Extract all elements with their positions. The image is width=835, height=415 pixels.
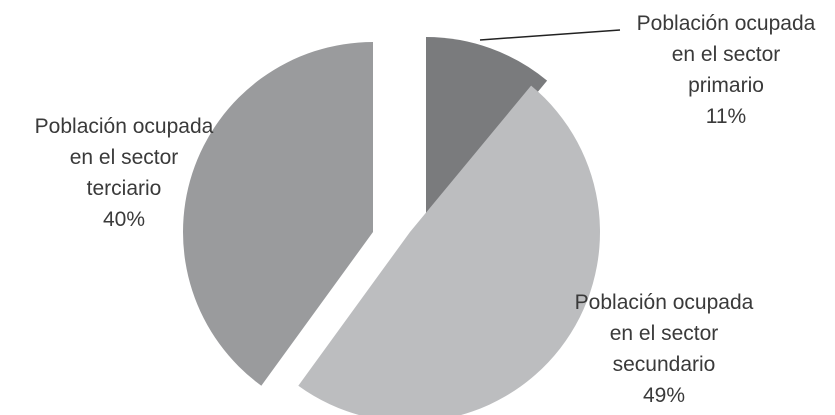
slice-percent-secundario: 49% [643, 384, 685, 407]
pie-slices [183, 37, 600, 415]
slice-label-line: primario [688, 74, 764, 97]
slice-label-line: en el sector [610, 322, 719, 345]
leader-lines [479, 29, 621, 41]
slice-label-line: Población ocupada [637, 12, 816, 35]
slice-percent-primario: 11% [706, 105, 746, 128]
pie-slice-terciario [183, 42, 373, 386]
slice-label-secundario: Población ocupada en el sector secundario 4… [575, 291, 754, 407]
leader-line-primario [479, 29, 621, 41]
slice-labels: Población ocupada en el sector primario 11%… [35, 12, 816, 407]
slice-label-line: Población ocupada [35, 115, 214, 138]
slice-percent-terciario: 40% [103, 208, 145, 231]
slice-label-line: en el sector [70, 146, 179, 169]
slice-label-line: secundario [613, 353, 716, 376]
slice-label-line: terciario [87, 177, 162, 200]
slice-label-primario: Población ocupada en el sector primario 11% [637, 12, 816, 128]
slice-label-terciario: Población ocupada en el sector terciario 40… [35, 115, 214, 231]
slice-label-line: en el sector [672, 43, 781, 66]
slice-label-line: Población ocupada [575, 291, 754, 314]
pie-slice-secundario [298, 85, 600, 415]
